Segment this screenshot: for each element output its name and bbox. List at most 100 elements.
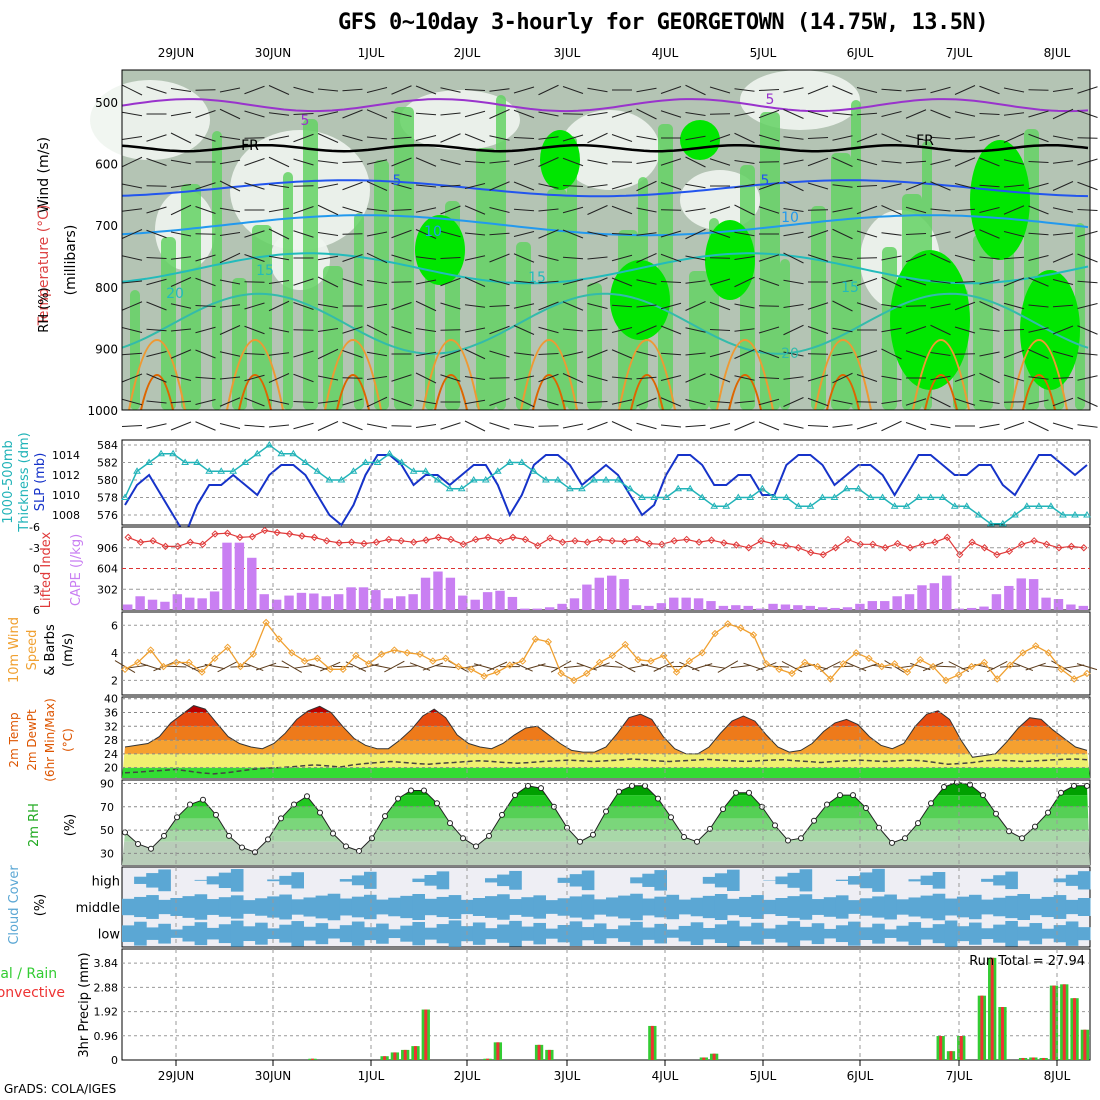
cloud-block xyxy=(424,875,438,886)
cloud-block xyxy=(472,922,486,945)
wind-barb xyxy=(562,400,584,404)
precip-frame xyxy=(121,948,1091,1061)
temp-label: 2m DewPt xyxy=(25,709,39,771)
thickness-point xyxy=(193,458,202,465)
wind-label: Speed xyxy=(25,630,40,671)
wind-barb xyxy=(170,231,192,237)
wind-barb xyxy=(845,661,867,672)
rh-moist-column xyxy=(130,290,140,410)
thickness-point xyxy=(169,449,177,457)
cloud-block xyxy=(364,927,377,941)
date-top-label: 1JUL xyxy=(358,46,385,60)
wind-speed-point xyxy=(826,675,835,683)
wind-speed-point xyxy=(493,668,501,676)
precip-convective-bar xyxy=(1052,985,1056,1060)
thickness-point xyxy=(1022,502,1031,509)
cape-bar xyxy=(544,607,555,610)
wind-barb xyxy=(244,137,265,139)
cloud-block xyxy=(569,921,583,946)
wind-barb xyxy=(538,664,559,669)
precip-convective-bar xyxy=(1042,1057,1046,1060)
wind-barb xyxy=(709,400,731,404)
wind-barb xyxy=(730,664,751,669)
cloud-block xyxy=(388,929,401,939)
lifted-index-point xyxy=(422,536,430,544)
wind-barb xyxy=(195,134,216,142)
cloud-block xyxy=(860,898,873,916)
pressure-tick: 500 xyxy=(95,96,118,110)
lifted-index-point xyxy=(869,540,877,548)
wind-barb xyxy=(930,423,951,429)
wind-barb xyxy=(685,280,706,284)
cloud-block xyxy=(569,874,583,887)
wind-barb xyxy=(660,302,682,310)
wind-barb xyxy=(293,113,314,115)
thickness-point xyxy=(782,493,791,500)
wind-barb xyxy=(704,664,726,669)
thickness-point xyxy=(133,467,141,474)
cape-bar xyxy=(284,595,294,610)
wind-barb xyxy=(734,132,755,144)
wind-barb xyxy=(219,108,241,120)
wind-barb xyxy=(440,159,461,165)
lifted-index-point xyxy=(198,540,207,548)
cloud-block xyxy=(327,928,341,939)
wind-barb xyxy=(255,662,277,671)
wind-barb xyxy=(489,377,510,379)
thickness-point xyxy=(902,502,911,509)
lifted-index-point xyxy=(918,540,927,548)
wind-barb xyxy=(268,399,290,405)
wind-barb xyxy=(562,185,584,187)
wind-barb xyxy=(391,182,412,190)
lifted-index-point xyxy=(310,533,319,542)
lifted-index-point xyxy=(124,533,132,542)
wind-barb xyxy=(807,425,829,427)
rh-moist-column xyxy=(252,225,272,410)
wind-barb xyxy=(954,229,976,239)
wind-barb xyxy=(611,182,633,190)
wind-speed-point xyxy=(839,660,848,668)
cape-bar xyxy=(1053,599,1064,610)
wind-barb xyxy=(709,113,731,115)
thickness-point xyxy=(962,502,971,509)
rh-label: 2m RH xyxy=(27,803,42,847)
thickness-point xyxy=(505,458,514,465)
thickness-point xyxy=(337,476,346,483)
cape-bar xyxy=(160,601,170,610)
wind-barb xyxy=(538,353,559,355)
wind-tick: 2 xyxy=(111,674,118,687)
wind-barb xyxy=(281,660,302,673)
wind-barb xyxy=(856,185,878,187)
cloud-block xyxy=(787,896,801,918)
wind-barb xyxy=(734,421,755,431)
cloud-block xyxy=(230,895,244,919)
cloud-block xyxy=(1005,920,1018,947)
wind-barb xyxy=(930,396,951,408)
rh-point xyxy=(187,801,193,808)
rh-moist-column xyxy=(689,271,709,410)
wind-barb xyxy=(856,230,878,238)
cloud-block xyxy=(654,870,667,891)
wind-barb xyxy=(268,228,290,240)
wind-barb xyxy=(587,374,608,382)
temp-contour-25 xyxy=(814,339,872,411)
wind-barb xyxy=(709,423,731,429)
wind-speed-point xyxy=(762,660,771,668)
precip-convective-bar xyxy=(939,1036,943,1060)
cloud-block xyxy=(243,900,256,914)
rh-point xyxy=(681,834,687,841)
wind-barb xyxy=(244,230,265,238)
lifted-index-point xyxy=(993,550,1001,559)
wind-barb xyxy=(513,158,535,166)
wind-barb xyxy=(758,206,780,214)
wind-barb xyxy=(954,353,976,355)
wind-barb xyxy=(1028,304,1049,308)
wind-barb xyxy=(146,134,167,142)
wind-barb xyxy=(1028,349,1049,359)
date-bottom-label: 2JUL xyxy=(454,1069,481,1083)
wind-barb xyxy=(244,110,265,118)
cape-bar xyxy=(209,591,220,610)
rh-point xyxy=(733,789,739,796)
wind-barb xyxy=(783,324,804,336)
cloud-block xyxy=(969,922,982,945)
